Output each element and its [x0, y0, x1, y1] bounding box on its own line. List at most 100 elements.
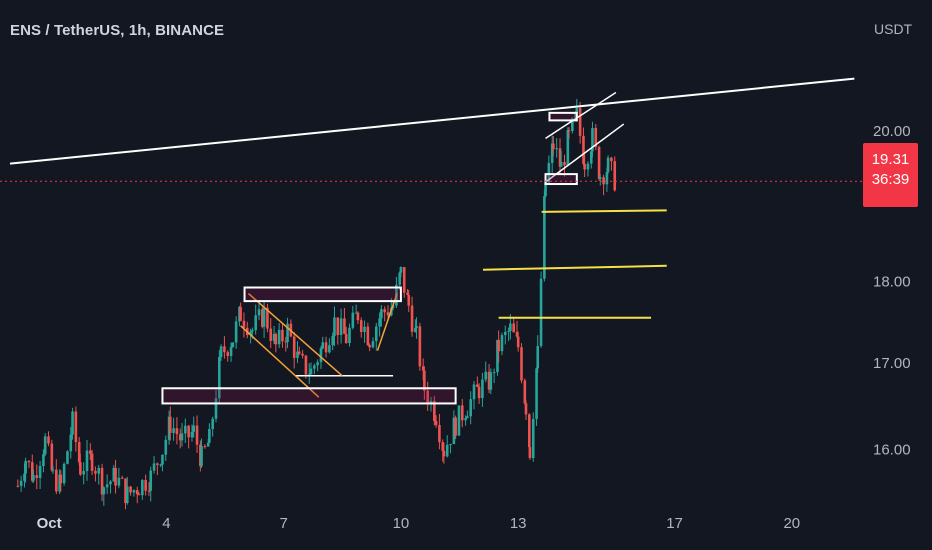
candle-body: [571, 118, 574, 132]
candle-body: [613, 161, 617, 191]
candle-body: [489, 372, 493, 390]
candle-body: [351, 312, 355, 328]
candle-body: [516, 336, 520, 348]
candle-body: [286, 323, 289, 343]
candle-body: [477, 386, 481, 399]
candle-body: [563, 162, 566, 166]
candle-body: [102, 487, 106, 495]
candle-body: [55, 469, 58, 492]
candle-body: [66, 451, 69, 464]
candle-body: [257, 309, 261, 316]
candle-body: [124, 478, 127, 504]
candle-body: [24, 460, 27, 474]
candle-body: [567, 130, 571, 132]
candle-body: [85, 450, 89, 471]
candle-body: [544, 182, 547, 197]
candle-body: [481, 379, 484, 399]
candle-body: [120, 477, 124, 479]
zone-box: [548, 111, 578, 122]
zone-box: [161, 387, 457, 405]
candle-body: [442, 450, 446, 457]
candle-body: [281, 329, 284, 342]
candle-body: [606, 157, 610, 173]
candle-body: [574, 112, 577, 119]
candle-body: [242, 320, 246, 328]
candle-body: [172, 428, 175, 433]
candle-body: [195, 425, 199, 445]
candle-body: [539, 278, 543, 347]
candle-body: [512, 323, 515, 333]
candle-body: [129, 486, 132, 493]
candle-body: [328, 345, 331, 353]
channel-line: [240, 325, 320, 398]
candle-body: [434, 421, 438, 425]
candle-body: [112, 467, 116, 482]
wedge-line: [545, 123, 625, 183]
candle-body: [597, 146, 601, 179]
symbol-title[interactable]: ENS / TetherUS, 1h, BINANCE: [10, 22, 225, 39]
candle-body: [492, 372, 496, 374]
candle-body: [69, 434, 73, 452]
candle-body: [135, 490, 139, 495]
candle-body: [497, 339, 500, 352]
candle-body: [105, 484, 109, 488]
channel-line: [376, 293, 398, 351]
candle-body: [16, 485, 20, 487]
candle-body: [200, 446, 203, 467]
candle-body: [363, 326, 366, 332]
candle-body: [47, 436, 50, 444]
candle-body: [164, 439, 168, 455]
candle-body: [383, 309, 386, 313]
candle-body: [132, 490, 136, 493]
candle-body: [42, 454, 45, 467]
candle-body: [582, 135, 585, 164]
x-tick-label: 13: [510, 515, 527, 532]
candle-body: [426, 390, 429, 405]
candle-body: [234, 321, 238, 343]
candle-body: [187, 425, 190, 438]
candle-body: [297, 351, 301, 354]
candle-body: [496, 339, 499, 373]
candle-body: [125, 486, 129, 504]
candle-body: [184, 425, 187, 434]
candle-body: [591, 128, 594, 152]
candle-body: [229, 347, 233, 357]
candle-body: [239, 307, 242, 321]
candle-body: [309, 368, 313, 375]
candle-body: [575, 108, 579, 113]
candle-body: [152, 463, 156, 471]
candle-body: [484, 371, 488, 380]
y-tick-label: 20.00: [873, 123, 911, 140]
support-line: [541, 209, 667, 213]
y-tick-label: 18.00: [873, 274, 911, 291]
candle-body: [402, 267, 406, 293]
candle-body: [531, 419, 535, 459]
candle-body: [114, 467, 117, 486]
candle-body: [71, 411, 74, 435]
candle-body: [371, 341, 375, 348]
price-axis[interactable]: 16.00 17.00 18.00 20.00: [873, 123, 911, 459]
bar-countdown: 36:39: [871, 171, 910, 188]
candle-body: [339, 318, 343, 335]
candle-body: [586, 163, 590, 170]
candle-body: [208, 429, 211, 443]
candle-body: [89, 450, 92, 454]
candle-body: [156, 463, 159, 465]
candle-body: [79, 462, 82, 475]
candle-body: [168, 416, 172, 433]
candle-body: [307, 374, 311, 376]
candle-body: [62, 463, 66, 484]
candle-body: [438, 424, 441, 443]
candle-body: [304, 355, 308, 375]
upper-trendline: [9, 77, 855, 165]
candle-body: [137, 494, 141, 496]
time-axis[interactable]: Oct 4 7 10 13 17 20: [37, 515, 801, 532]
candle-body: [203, 446, 207, 448]
candle-body: [147, 490, 151, 492]
candle-body: [524, 403, 528, 415]
candle-body: [343, 318, 346, 334]
candle-body: [555, 148, 558, 150]
candle-body: [35, 475, 39, 479]
candle-body: [421, 366, 425, 371]
